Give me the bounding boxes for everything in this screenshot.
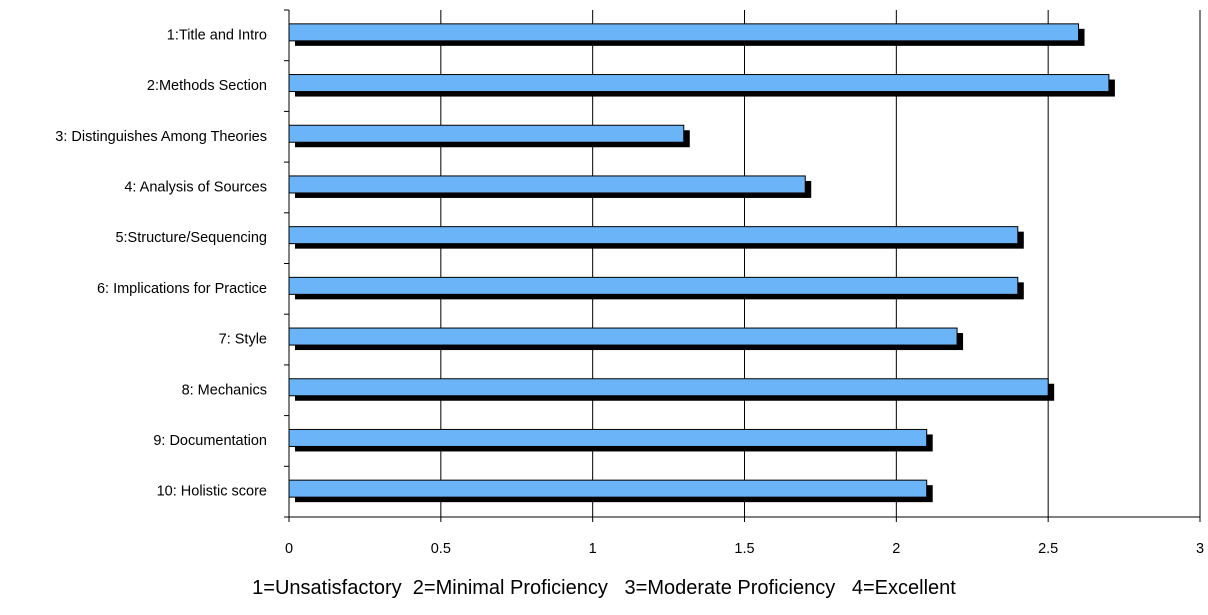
bar-6 bbox=[288, 276, 1019, 295]
x-tick-label-4: 2 bbox=[892, 541, 900, 557]
category-labels: 1:Title and Intro 2:Methods Section 3: Dis… bbox=[55, 27, 267, 499]
x-tick-label-5: 2.5 bbox=[1038, 541, 1058, 557]
category-label-4: 4: Analysis of Sources bbox=[124, 179, 267, 195]
x-tick-labels: 0 0.5 1 1.5 2 2.5 3 bbox=[285, 541, 1204, 557]
category-label-9: 9: Documentation bbox=[153, 433, 267, 449]
category-label-2: 2:Methods Section bbox=[147, 78, 267, 94]
bar-1 bbox=[288, 23, 1080, 42]
axes bbox=[284, 9, 1201, 522]
category-label-10: 10: Holistic score bbox=[157, 484, 267, 500]
category-label-8: 8: Mechanics bbox=[182, 382, 267, 398]
category-label-7: 7: Style bbox=[219, 332, 267, 348]
x-tick-label-0: 0 bbox=[285, 541, 293, 557]
bar-8 bbox=[288, 378, 1049, 397]
category-label-1: 1:Title and Intro bbox=[167, 27, 267, 43]
x-tick-label-6: 3 bbox=[1196, 541, 1204, 557]
bar-4 bbox=[288, 175, 806, 194]
bar-chart: 1:Title and Intro 2:Methods Section 3: Dis… bbox=[55, 9, 1204, 557]
x-tick-label-3: 1.5 bbox=[734, 541, 754, 557]
bar-2 bbox=[288, 74, 1110, 93]
rating-scale-note: 1=Unsatisfactory 2=Minimal Proficiency 3… bbox=[252, 577, 956, 599]
x-tick-label-1: 0.5 bbox=[431, 541, 451, 557]
category-label-6: 6: Implications for Practice bbox=[97, 281, 267, 297]
bar-3 bbox=[288, 124, 685, 143]
bars bbox=[288, 23, 1115, 503]
category-label-3: 3: Distinguishes Among Theories bbox=[55, 129, 267, 145]
x-tick-label-2: 1 bbox=[589, 541, 597, 557]
bar-9 bbox=[288, 428, 928, 447]
category-label-5: 5:Structure/Sequencing bbox=[115, 230, 267, 246]
bar-10 bbox=[288, 479, 928, 498]
bar-5 bbox=[288, 226, 1019, 245]
bar-7 bbox=[288, 327, 958, 346]
